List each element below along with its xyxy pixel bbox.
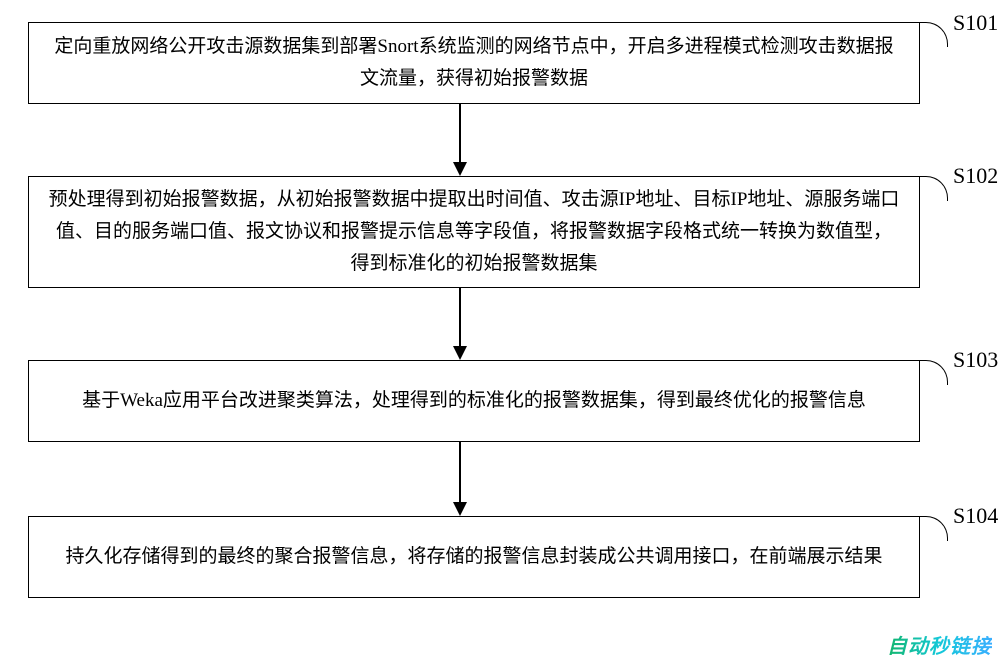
arrow-head-2 xyxy=(453,346,467,360)
step-box-s101: 定向重放网络公开攻击源数据集到部署Snort系统监测的网络节点中，开启多进程模式… xyxy=(28,22,920,104)
lead-line-s101 xyxy=(870,22,948,47)
flowchart-canvas: 定向重放网络公开攻击源数据集到部署Snort系统监测的网络节点中，开启多进程模式… xyxy=(0,0,1000,665)
step-label-s101: S101 xyxy=(953,10,998,36)
step-box-s103: 基于Weka应用平台改进聚类算法，处理得到的标准化的报警数据集，得到最终优化的报… xyxy=(28,360,920,442)
step-label-s102: S102 xyxy=(953,163,998,189)
arrow-line-2 xyxy=(459,288,461,346)
watermark-text: 自动秒链接 xyxy=(887,630,992,659)
step-text-s103: 基于Weka应用平台改进聚类算法，处理得到的标准化的报警数据集，得到最终优化的报… xyxy=(82,385,866,417)
step-label-s103: S103 xyxy=(953,347,998,373)
lead-line-s104 xyxy=(870,516,948,541)
step-label-s104: S104 xyxy=(953,503,998,529)
step-text-s101: 定向重放网络公开攻击源数据集到部署Snort系统监测的网络节点中，开启多进程模式… xyxy=(47,31,901,96)
step-text-s104: 持久化存储得到的最终的聚合报警信息，将存储的报警信息封装成公共调用接口，在前端展… xyxy=(65,541,882,573)
step-box-s102: 预处理得到初始报警数据，从初始报警数据中提取出时间值、攻击源IP地址、目标IP地… xyxy=(28,176,920,288)
lead-line-s103 xyxy=(870,360,948,385)
arrow-head-3 xyxy=(453,502,467,516)
arrow-head-1 xyxy=(453,162,467,176)
arrow-line-3 xyxy=(459,442,461,502)
lead-line-s102 xyxy=(870,176,948,201)
arrow-line-1 xyxy=(459,104,461,162)
step-box-s104: 持久化存储得到的最终的聚合报警信息，将存储的报警信息封装成公共调用接口，在前端展… xyxy=(28,516,920,598)
step-text-s102: 预处理得到初始报警数据，从初始报警数据中提取出时间值、攻击源IP地址、目标IP地… xyxy=(47,184,901,281)
